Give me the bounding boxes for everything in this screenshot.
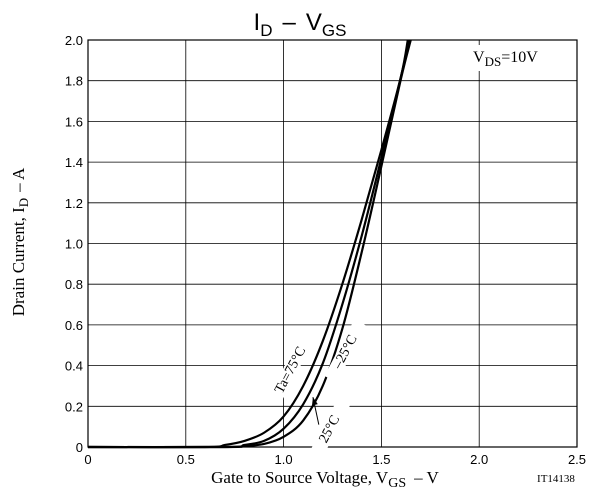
y-tick-label: 0 xyxy=(76,440,83,455)
figure-id: IT14138 xyxy=(537,473,575,485)
annotation-bg xyxy=(308,396,352,460)
x-tick-label: 0.5 xyxy=(177,452,195,467)
annotation-arrowhead xyxy=(311,397,318,406)
curve-annotations: Ta=75°C –25°C25°C xyxy=(269,319,367,460)
y-tick-label: 1.6 xyxy=(65,114,83,129)
x-tick-label: 2.5 xyxy=(568,452,586,467)
chart-title: ID – VGS xyxy=(254,9,347,40)
y-tick-label: 0.4 xyxy=(65,359,83,374)
x-tick-label: 1.0 xyxy=(275,452,293,467)
annotation-bg xyxy=(324,319,367,383)
condition-label: VDS=10V xyxy=(470,45,574,71)
x-axis-label: Gate to Source Voltage, VGS – V xyxy=(211,468,439,491)
x-tick-label: 2.0 xyxy=(470,452,488,467)
y-tick-label: 0.2 xyxy=(65,399,83,414)
y-axis-label: Drain Current, ID– A xyxy=(9,167,31,316)
y-tick-label: 1.2 xyxy=(65,196,83,211)
plot-frame xyxy=(87,39,578,448)
y-tick-label: 0.6 xyxy=(65,318,83,333)
y-tick-label: 1.4 xyxy=(65,155,83,170)
y-tick-label: 1.0 xyxy=(65,237,83,252)
x-tick-label: 1.5 xyxy=(372,452,390,467)
y-tick-label: 1.8 xyxy=(65,74,83,89)
grid-lines xyxy=(87,39,578,448)
annotation-bg xyxy=(269,337,313,401)
tick-labels: 0 0.5 1.0 1.5 2.0 2.5 0 0.2 0.4 0.6 0.8 1.0 1.2 1.4 1.… xyxy=(65,33,586,467)
y-tick-label: 0.8 xyxy=(65,277,83,292)
series-line xyxy=(87,39,409,449)
y-tick-label: 2.0 xyxy=(65,33,83,48)
svg-text:Drain Current, ID– A: Drain Current, ID– A xyxy=(9,167,31,316)
curve-annotation: Ta=75°C xyxy=(272,345,309,397)
svg-text:VDS=10V: VDS=10V xyxy=(473,49,538,69)
x-tick-label: 0 xyxy=(84,452,91,467)
